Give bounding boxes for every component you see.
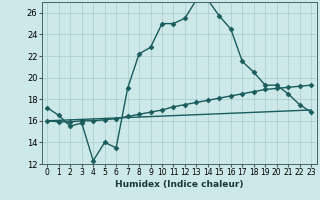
X-axis label: Humidex (Indice chaleur): Humidex (Indice chaleur) bbox=[115, 180, 244, 189]
